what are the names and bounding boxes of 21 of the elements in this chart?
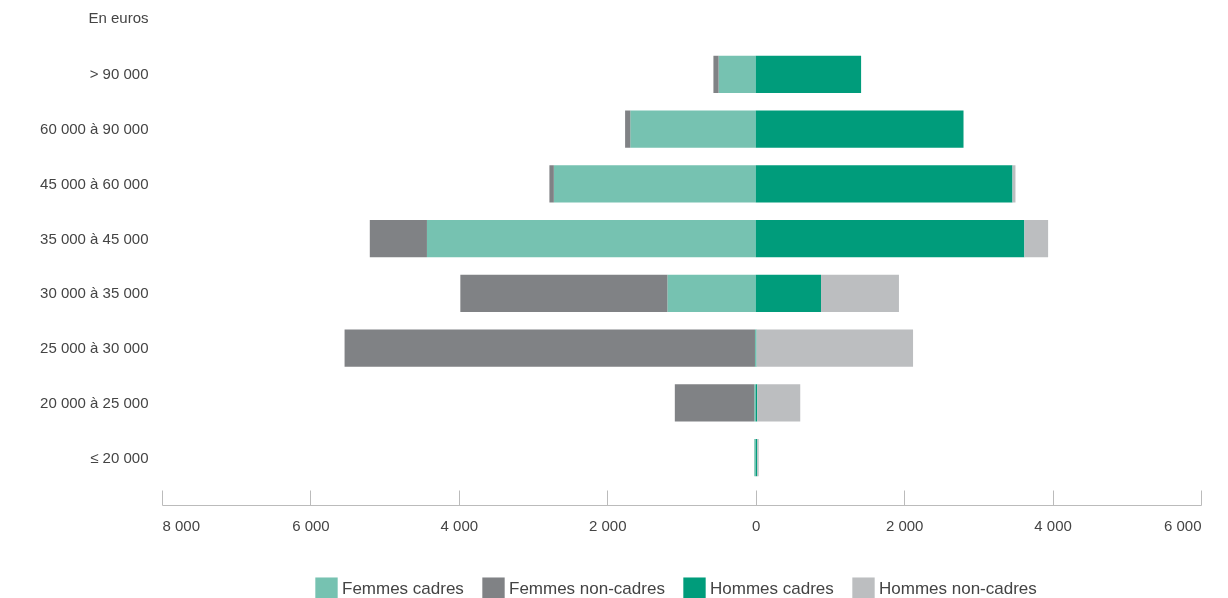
x-tick-label: 6 000 — [1163, 516, 1202, 534]
x-tick-label: 4 000 — [440, 516, 479, 534]
y-tick-label: 35 000 à 45 000 — [40, 229, 149, 247]
legend-label: Femmes cadres — [342, 578, 464, 598]
legend-label: Femmes non-cadres — [509, 578, 665, 598]
y-tick-label: 20 000 à 25 000 — [40, 393, 149, 411]
y-tick-label: 30 000 à 35 000 — [40, 284, 149, 302]
y-tick-label: 25 000 à 30 000 — [40, 339, 149, 357]
y-tick-label: ≤ 20 000 — [90, 448, 149, 466]
x-tick-label: 6 000 — [292, 516, 330, 534]
x-tick-label: 2 000 — [589, 516, 627, 534]
x-tick-label: 4 000 — [1034, 516, 1072, 534]
legend-label: Hommes cadres — [710, 578, 834, 598]
x-tick-label: 2 000 — [885, 516, 924, 534]
y-tick-label: 60 000 à 90 000 — [40, 120, 149, 138]
x-tick-label: 8 000 — [162, 516, 201, 534]
y-axis-title: En euros — [88, 8, 149, 26]
legend-label: Hommes non-cadres — [879, 578, 1037, 598]
x-tick-label: 0 — [752, 516, 761, 534]
y-tick-label: > 90 000 — [89, 65, 149, 83]
y-tick-label: 45 000 à 60 000 — [40, 174, 149, 192]
